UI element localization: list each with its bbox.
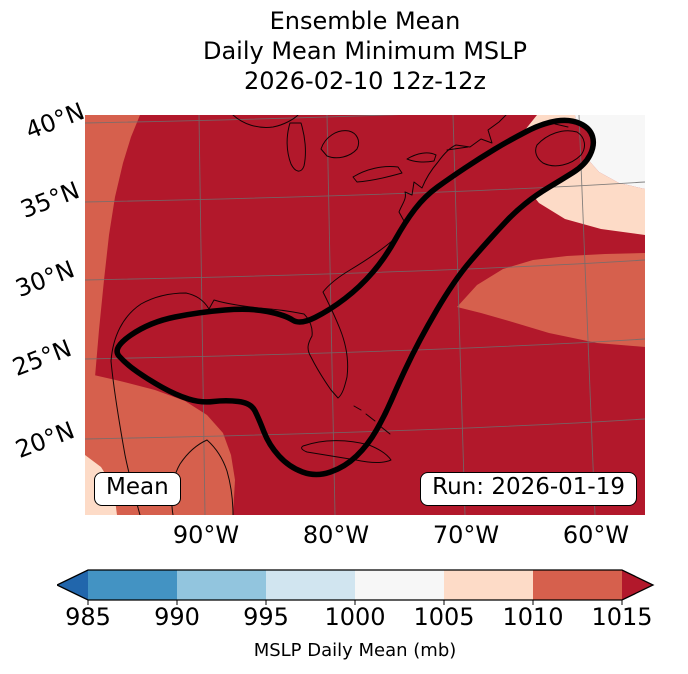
colorbar-under-arrow	[57, 570, 88, 600]
mean-annotation-box: Mean	[94, 472, 181, 506]
coastline-bahamas	[353, 405, 391, 435]
mean-annotation-text: Mean	[106, 474, 169, 500]
mslp-fill-1010-1015-east	[457, 253, 645, 347]
coastlines	[110, 115, 585, 515]
mslp-fill-1010-1015-west	[85, 115, 140, 445]
graticule-parallel-30n	[85, 259, 645, 281]
colorbar-tick-1005: 1005	[413, 603, 475, 631]
graticule-meridian-70w	[452, 115, 466, 515]
colorbar-tick-985: 985	[65, 603, 111, 631]
coastline-northeast	[446, 123, 585, 167]
title-line-1: Ensemble Mean	[269, 7, 461, 35]
lon-tick-label-70w: 70°W	[432, 521, 500, 549]
graticule-meridian-60w	[578, 115, 596, 515]
map-panel: Mean Run: 2026-01-19	[85, 115, 645, 515]
lon-tick-label-60w: 60°W	[562, 521, 630, 549]
graticule-meridian-80w	[326, 115, 336, 515]
map-plot	[85, 115, 645, 515]
colorbar-tick-1015: 1015	[591, 603, 653, 631]
colorbar-tick-marks	[87, 600, 623, 605]
colorbar	[57, 569, 655, 605]
graticule-parallel-25n	[85, 338, 645, 360]
coastline-great-lakes	[232, 115, 437, 183]
chart-title: Ensemble Mean Daily Mean Minimum MSLP 20…	[85, 6, 645, 96]
lat-tick-label-40n: 40°N	[21, 97, 89, 145]
colorbar-label: MSLP Daily Mean (mb)	[253, 640, 457, 661]
colorbar-over-arrow	[622, 570, 653, 600]
colorbar-segment-1000-1005	[355, 570, 444, 600]
lat-tick-label-25n: 25°N	[8, 334, 76, 382]
colorbar-tick-1010: 1010	[502, 603, 564, 631]
colorbar-segment-985-990	[88, 570, 177, 600]
lon-tick-label-80w: 80°W	[302, 521, 370, 549]
graticule-parallel-35n	[85, 181, 645, 203]
coastline-gulf-atlantic	[110, 115, 507, 515]
colorbar-tick-995: 995	[243, 603, 289, 631]
run-annotation-text: Run: 2026-01-19	[432, 474, 625, 500]
lat-tick-label-35n: 35°N	[16, 176, 84, 224]
coastline-cuba	[301, 440, 392, 464]
graticule-parallel-40n	[85, 115, 400, 124]
lat-tick-label-30n: 30°N	[11, 255, 79, 303]
colorbar-segment-995-1000	[266, 570, 355, 600]
colorbar-tick-990: 990	[154, 603, 200, 631]
mslp-min-contour	[114, 117, 597, 478]
colorbar-segment-1010-1015	[533, 570, 622, 600]
colorbar-segment-990-995	[177, 570, 266, 600]
colorbar-tick-1000: 1000	[324, 603, 386, 631]
graticule-parallel-20n	[85, 418, 645, 440]
colorbar-segment-1005-1010	[444, 570, 533, 600]
lat-tick-label-20n: 20°N	[11, 416, 79, 464]
title-line-2: Daily Mean Minimum MSLP	[202, 37, 527, 65]
graticule	[85, 115, 645, 515]
contour-interior-fill	[117, 120, 594, 475]
title-line-3: 2026-02-10 12z-12z	[243, 67, 487, 95]
lon-tick-label-90w: 90°W	[172, 521, 240, 549]
run-annotation-box: Run: 2026-01-19	[420, 472, 637, 506]
